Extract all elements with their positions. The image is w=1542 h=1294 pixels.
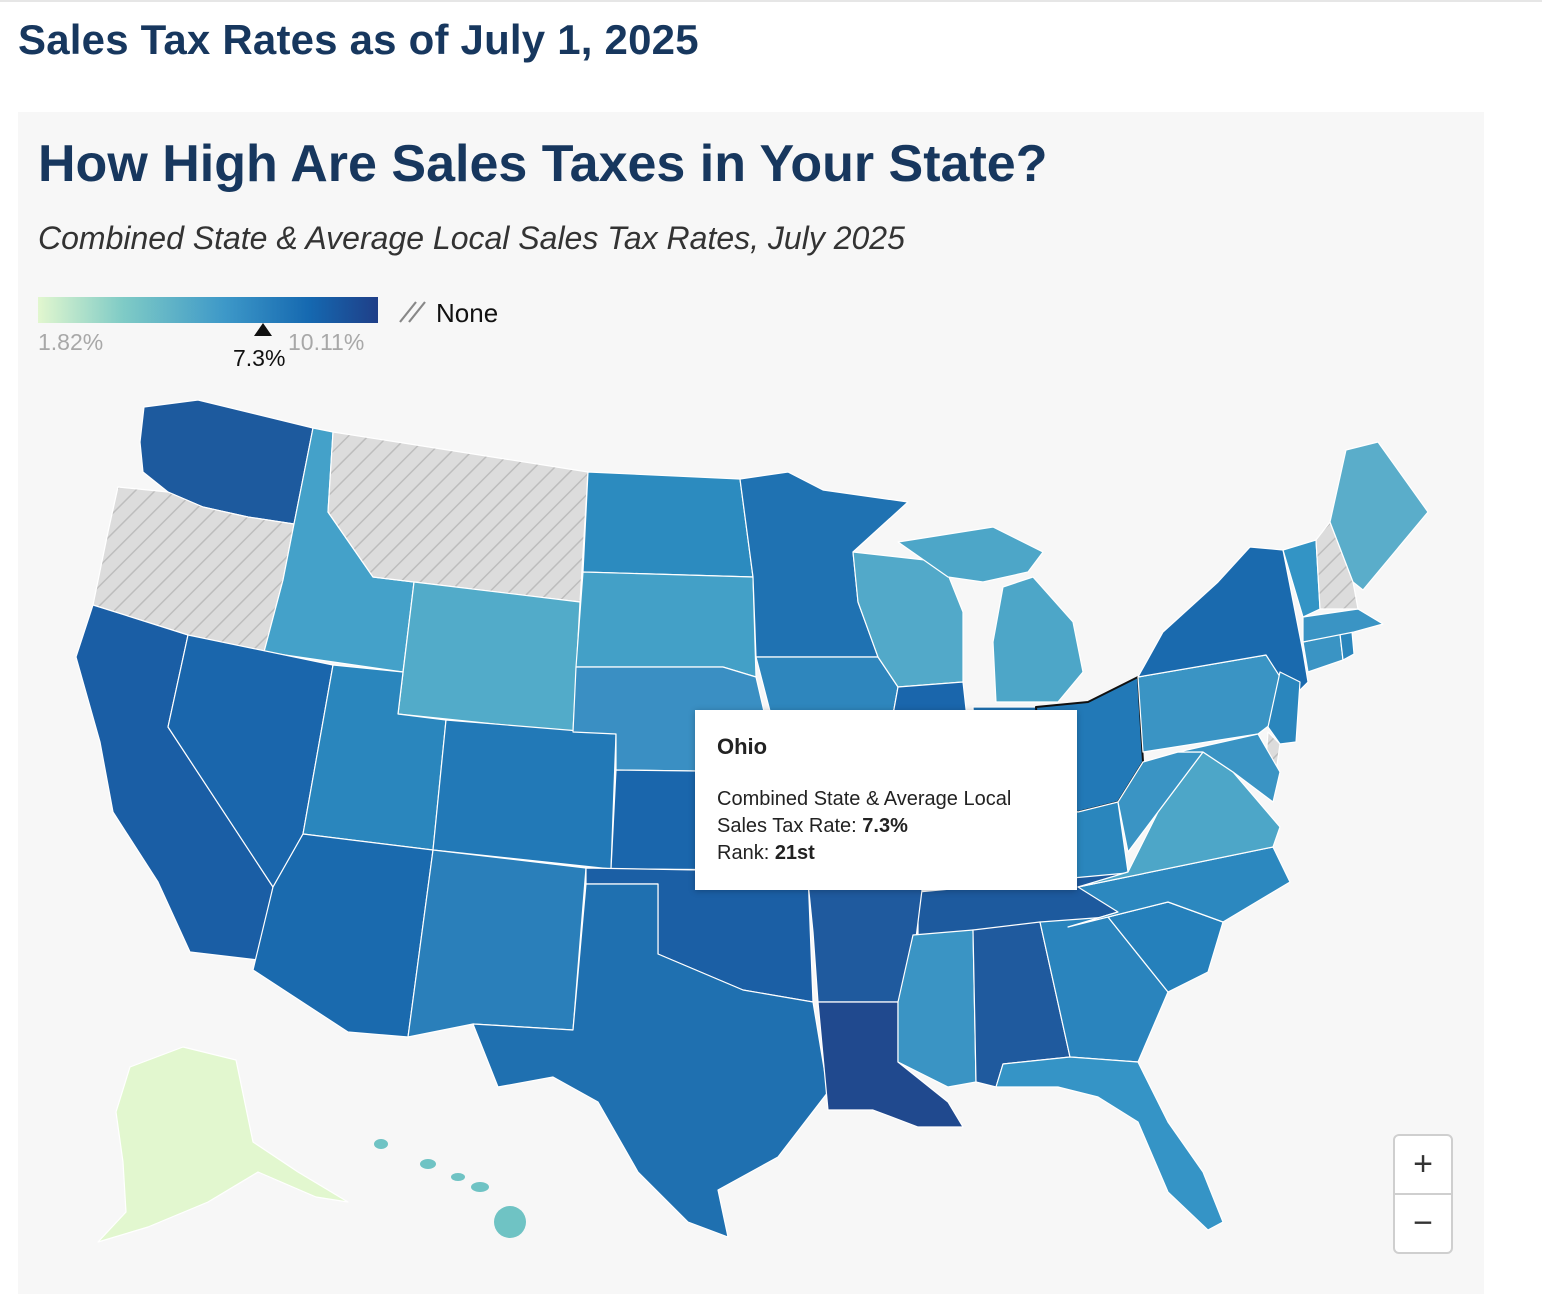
legend-current-value: 7.3% bbox=[233, 345, 286, 371]
state-north-dakota[interactable] bbox=[582, 471, 754, 578]
map-subtitle: Combined State & Average Local Sales Tax… bbox=[38, 220, 905, 256]
state-maryland[interactable] bbox=[1177, 733, 1281, 803]
legend-none-label: None bbox=[436, 298, 499, 328]
state-florida[interactable] bbox=[995, 1056, 1224, 1231]
zoom-in-button[interactable]: + bbox=[1395, 1136, 1451, 1195]
top-divider bbox=[0, 0, 1542, 2]
state-texas[interactable] bbox=[472, 883, 829, 1238]
state-tooltip: Ohio Combined State & Average Local Sale… bbox=[695, 710, 1077, 890]
legend-min-label: 1.82% bbox=[38, 329, 104, 355]
tooltip-state-name: Ohio bbox=[717, 734, 768, 759]
state-new-york[interactable] bbox=[1137, 546, 1309, 698]
legend-marker-icon bbox=[254, 323, 272, 336]
legend-gradient-bar bbox=[38, 297, 378, 323]
state-massachusetts[interactable] bbox=[1302, 608, 1384, 643]
hatch-icon bbox=[399, 301, 426, 323]
tooltip-rate-value: 7.3% bbox=[862, 815, 908, 837]
state-michigan[interactable] bbox=[897, 526, 1084, 703]
state-hawaii[interactable] bbox=[374, 1139, 526, 1238]
map-panel: How High Are Sales Taxes in Your State? … bbox=[18, 112, 1484, 1294]
page-heading: Sales Tax Rates as of July 1, 2025 bbox=[18, 16, 699, 63]
tooltip-rate-line: Sales Tax Rate: 7.3% bbox=[717, 815, 908, 837]
state-colorado[interactable] bbox=[432, 719, 617, 870]
state-south-dakota[interactable] bbox=[575, 571, 757, 678]
state-mississippi[interactable] bbox=[897, 929, 977, 1088]
state-alaska[interactable] bbox=[97, 1046, 349, 1243]
map-title: How High Are Sales Taxes in Your State? bbox=[38, 135, 1048, 193]
state-new-hampshire[interactable] bbox=[1315, 521, 1359, 610]
state-maine[interactable] bbox=[1329, 441, 1429, 591]
state-wyoming[interactable] bbox=[397, 581, 581, 733]
tooltip-rate-label: Combined State & Average Local bbox=[717, 788, 1012, 810]
state-rhode-island[interactable] bbox=[1339, 631, 1355, 661]
state-new-jersey[interactable] bbox=[1267, 671, 1301, 745]
tooltip-rank-line: Rank: 21st bbox=[717, 842, 815, 864]
tooltip-rank-value: 21st bbox=[774, 842, 815, 864]
state-new-mexico[interactable] bbox=[407, 849, 587, 1038]
state-north-carolina[interactable] bbox=[1067, 846, 1291, 928]
zoom-control: + − bbox=[1393, 1134, 1453, 1254]
legend-max-label: 10.11% bbox=[288, 329, 365, 355]
us-sales-tax-map bbox=[75, 399, 1429, 1243]
zoom-out-button[interactable]: − bbox=[1413, 1204, 1433, 1242]
